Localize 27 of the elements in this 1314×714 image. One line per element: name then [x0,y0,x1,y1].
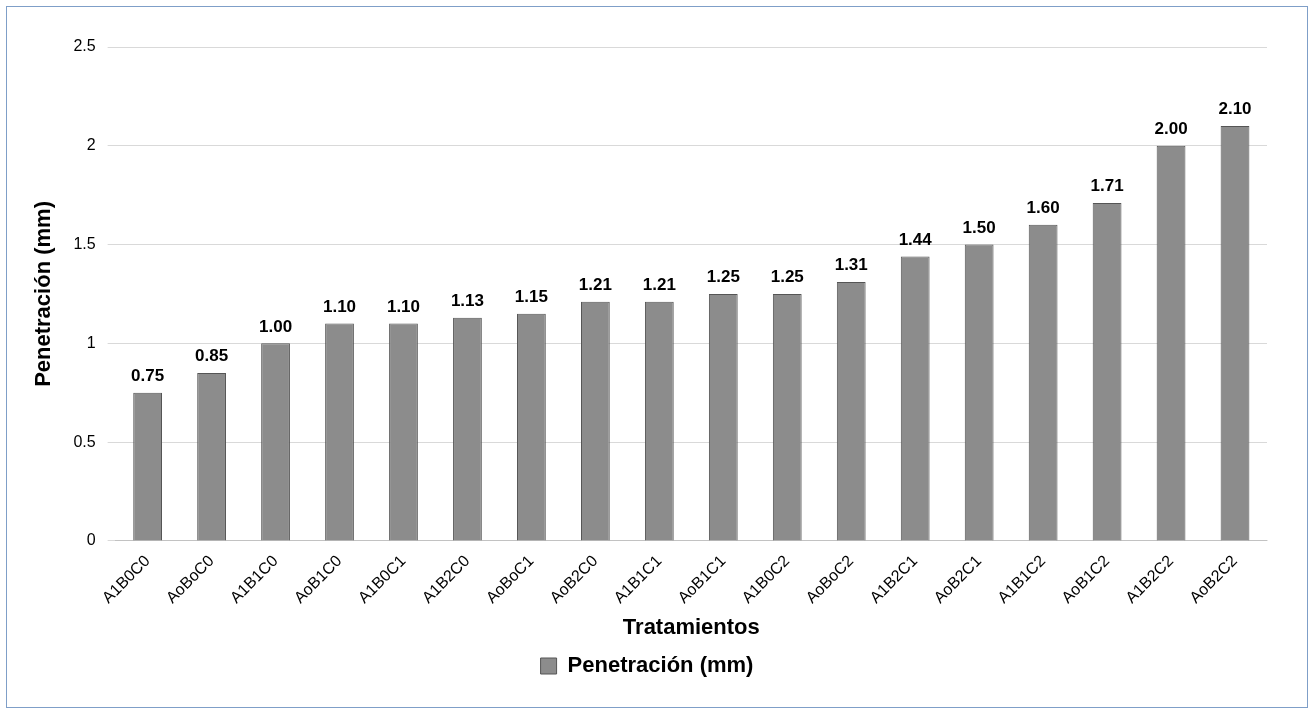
y-axis-title: Penetración (mm) [30,201,56,387]
y-tick-label: 2 [86,136,96,154]
y-tick-label: 2.5 [73,37,96,55]
data-label: 1.25 [770,267,804,287]
data-label: 1.60 [1026,197,1060,217]
data-label: 2.10 [1218,99,1252,119]
data-label: 1.10 [322,296,357,316]
data-label: 1.25 [706,267,740,287]
data-label: 1.50 [962,217,996,237]
data-label: 1.44 [898,229,933,249]
y-tick-label: 1 [86,333,96,351]
legend-label: Penetración (mm) [567,652,754,678]
data-label: 1.31 [834,255,868,275]
data-label: 1.71 [1090,176,1124,196]
data-label: 1.15 [514,286,548,306]
data-label: 0.85 [195,346,229,366]
data-label: 1.00 [259,316,293,336]
y-tick-label: 0.5 [73,432,96,450]
y-tick-label: 1.5 [73,234,96,252]
data-label: 0.75 [131,365,165,385]
data-label: 1.10 [386,296,421,316]
data-label: 1.21 [642,275,676,295]
y-tick-label: 0 [86,531,96,549]
x-axis-title: Tratamientos [622,613,760,639]
data-label: 1.21 [578,275,612,295]
data-label: 2.00 [1154,118,1188,138]
data-label: 1.13 [450,290,484,310]
